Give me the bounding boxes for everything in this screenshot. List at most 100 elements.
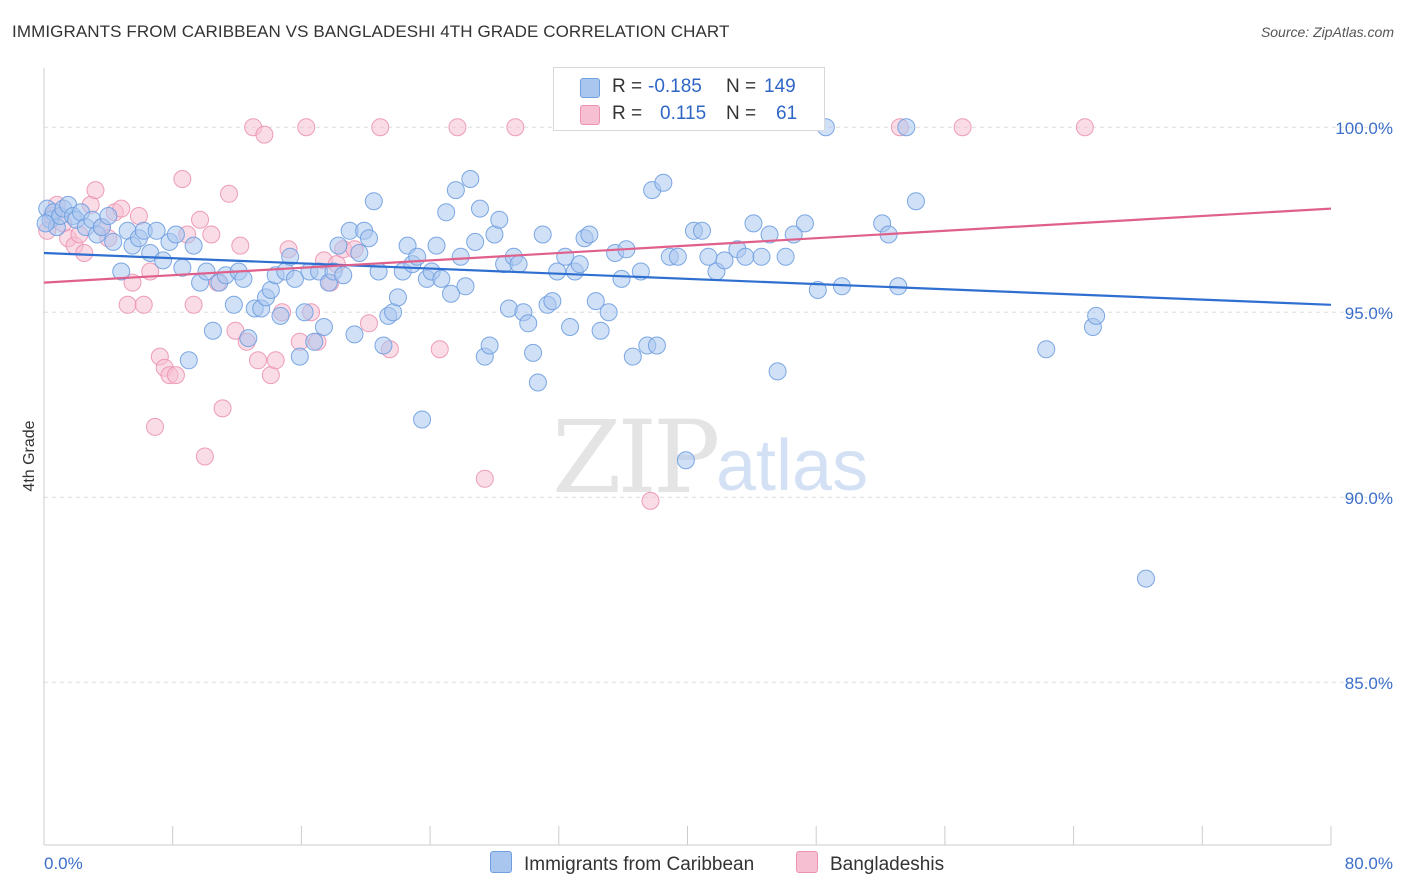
point-caribbean — [451, 247, 470, 266]
point-caribbean — [490, 210, 509, 229]
point-caribbean — [446, 181, 465, 200]
y-axis-label: 4th Grade — [21, 420, 38, 491]
point-caribbean — [427, 236, 446, 255]
point-caribbean — [285, 269, 304, 288]
point-caribbean — [99, 207, 118, 225]
point-caribbean — [736, 247, 755, 266]
point-caribbean — [543, 292, 562, 311]
legend-swatch-blue — [490, 851, 512, 873]
trend-lines — [43, 207, 1332, 306]
point-caribbean — [345, 325, 364, 344]
point-caribbean — [631, 262, 650, 281]
point-caribbean — [281, 247, 300, 266]
point-bangladeshi — [1075, 118, 1094, 137]
point-bangladeshi — [297, 118, 316, 137]
point-caribbean — [295, 303, 314, 322]
point-bangladeshi — [166, 366, 185, 385]
point-caribbean — [586, 292, 605, 311]
point-caribbean — [197, 262, 216, 281]
point-bangladeshi — [430, 340, 449, 359]
point-caribbean — [668, 247, 687, 266]
point-bangladeshi — [641, 491, 660, 510]
y-tick-label: 90.0% — [1345, 489, 1393, 508]
point-bangladeshi — [266, 351, 285, 370]
point-caribbean — [699, 247, 718, 266]
point-bangladeshi — [195, 447, 214, 466]
point-caribbean — [408, 247, 427, 266]
series-caribbean — [36, 118, 1155, 588]
grid-lines — [44, 126, 1393, 683]
point-caribbean — [1136, 569, 1155, 588]
point-bangladeshi — [146, 417, 165, 436]
point-caribbean — [184, 236, 203, 255]
point-bangladeshi — [202, 225, 221, 244]
point-bangladeshi — [134, 295, 153, 314]
point-caribbean — [1037, 340, 1056, 359]
point-caribbean — [795, 214, 814, 233]
legend-swatch-pink — [796, 851, 818, 873]
legend-r-label: R = — [612, 103, 643, 124]
y-tick-label: 95.0% — [1345, 304, 1393, 323]
point-bangladeshi — [184, 295, 203, 314]
point-caribbean — [239, 329, 258, 348]
point-bangladeshi — [448, 118, 467, 137]
legend-row-bangladeshi: R = 0.115 N = 61 — [554, 101, 824, 127]
point-bangladeshi — [191, 210, 210, 229]
point-bangladeshi — [118, 295, 137, 314]
point-caribbean — [203, 321, 222, 340]
point-bangladeshi — [248, 351, 267, 370]
legend-r-value: -0.185 — [648, 76, 702, 97]
point-caribbean — [334, 266, 353, 285]
legend-swatch-blue — [580, 78, 600, 98]
point-caribbean — [480, 336, 499, 355]
legend-n-label: N = — [726, 103, 757, 124]
point-bangladeshi — [86, 181, 105, 200]
legend-item-caribbean: Immigrants from Caribbean — [490, 851, 754, 876]
point-caribbean — [234, 269, 253, 288]
point-caribbean — [897, 118, 916, 137]
legend-label-bangladeshis: Bangladeshis — [830, 854, 945, 875]
point-bangladeshi — [75, 244, 94, 262]
trendline-bangladeshi — [43, 207, 1332, 284]
x-tick-label: 80.0% — [1345, 854, 1393, 873]
point-caribbean — [154, 251, 173, 270]
point-caribbean — [224, 295, 243, 314]
point-bangladeshi — [213, 399, 232, 418]
legend-n-value: 149 — [764, 76, 796, 97]
point-caribbean — [305, 332, 324, 351]
point-caribbean — [647, 336, 666, 355]
point-caribbean — [166, 225, 185, 244]
point-caribbean — [364, 192, 383, 211]
point-caribbean — [524, 343, 543, 362]
legend-item-bangladeshis: Bangladeshis — [796, 851, 944, 876]
point-caribbean — [591, 321, 610, 340]
legend-label-caribbean: Immigrants from Caribbean — [524, 854, 755, 875]
point-caribbean — [374, 336, 393, 355]
point-caribbean — [561, 318, 580, 336]
point-bangladeshi — [173, 170, 192, 188]
point-bangladeshi — [220, 184, 239, 203]
point-caribbean — [760, 225, 779, 244]
point-caribbean — [179, 351, 198, 370]
y-tick-label: 85.0% — [1345, 674, 1393, 693]
point-caribbean — [461, 170, 480, 188]
point-caribbean — [623, 347, 642, 366]
watermark: ZIP atlas — [552, 399, 868, 516]
point-caribbean — [112, 262, 131, 281]
point-bangladeshi — [953, 118, 972, 137]
point-caribbean — [580, 225, 599, 244]
point-caribbean — [442, 284, 461, 303]
point-caribbean — [388, 288, 407, 307]
point-caribbean — [906, 192, 925, 211]
point-caribbean — [413, 410, 432, 429]
point-caribbean — [612, 269, 631, 288]
point-caribbean — [104, 232, 123, 251]
point-caribbean — [290, 347, 309, 366]
legend-swatch-pink — [580, 105, 600, 125]
point-caribbean — [676, 451, 695, 470]
point-caribbean — [437, 203, 456, 222]
point-caribbean — [350, 244, 369, 262]
point-bangladeshi — [231, 236, 250, 255]
point-bangladeshi — [506, 118, 525, 137]
point-caribbean — [509, 255, 528, 274]
